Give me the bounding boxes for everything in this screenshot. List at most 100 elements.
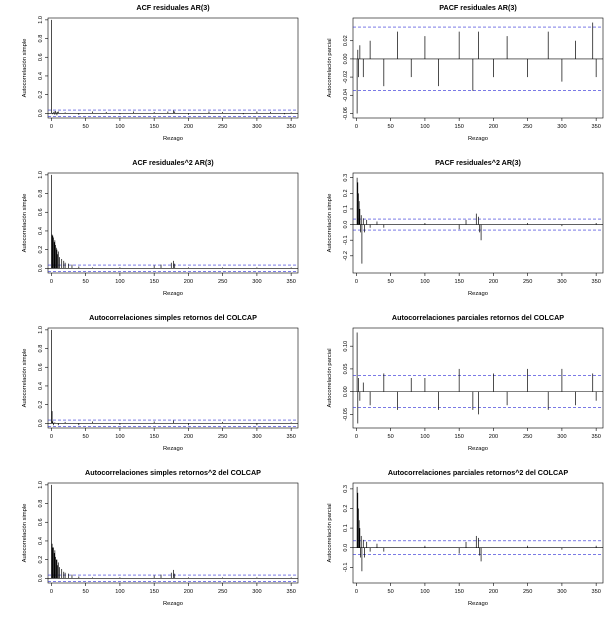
chart-svg: ACF residuales^2 AR(3) 0 50 100 150 200 250 300…	[22, 158, 299, 297]
y-tick-label: 1.0	[38, 16, 44, 24]
x-axis-label: Rezago	[468, 291, 488, 297]
chart-title: Autocorrelaciones parciales retornos^2 d…	[388, 468, 569, 477]
x-tick-label: 350	[591, 434, 600, 440]
y-tick-label: 0.05	[343, 363, 349, 374]
y-tick-label: 0.00	[343, 386, 349, 397]
y-tick-label: -0.02	[343, 71, 349, 84]
x-tick-label: 250	[523, 434, 532, 440]
y-tick-label: 0.02	[343, 35, 349, 46]
y-tick-label: 0.2	[343, 189, 349, 197]
x-tick-label: 200	[184, 589, 193, 595]
chart-svg: Autocorrelaciones parciales retornos del…	[327, 313, 604, 452]
x-tick-label: 150	[454, 589, 463, 595]
y-tick-label: 0.1	[343, 205, 349, 213]
y-axis-label: Autocorrelación parcial	[327, 349, 333, 408]
y-tick-label: -0.06	[343, 107, 349, 120]
plot-frame	[47, 172, 299, 274]
y-tick-label: 0.6	[38, 363, 44, 371]
y-tick-label: 0.6	[38, 208, 44, 216]
x-tick-label: 350	[286, 124, 295, 130]
x-tick-label: 50	[83, 589, 89, 595]
y-tick-label: 0.6	[38, 518, 44, 526]
y-tick-label: 0.0	[38, 574, 44, 582]
x-tick-label: 200	[489, 434, 498, 440]
x-tick-label: 350	[286, 279, 295, 285]
x-tick-label: 100	[420, 434, 429, 440]
y-axis-label: Autocorrelación parcial	[327, 504, 333, 563]
chart-title: Autocorrelaciones parciales retornos del…	[392, 313, 564, 322]
plot-frame	[47, 17, 299, 119]
chart-title: PACF residuales^2 AR(3)	[435, 158, 521, 167]
x-tick-label: 200	[184, 434, 193, 440]
x-tick-label: 250	[523, 279, 532, 285]
x-tick-label: 0	[50, 279, 53, 285]
y-axis-label: Autocorrelación simple	[22, 504, 28, 563]
y-tick-label: 0.4	[38, 72, 44, 80]
y-tick-label: -0.04	[343, 89, 349, 102]
chart-panel-1: ACF residuales AR(3) 0 50 100 150 200 250 300 35…	[0, 0, 300, 150]
x-tick-label: 250	[523, 124, 532, 130]
x-tick-label: 100	[115, 589, 124, 595]
y-tick-label: 0.8	[38, 345, 44, 353]
y-tick-label: 0.4	[38, 382, 44, 390]
x-tick-label: 50	[83, 434, 89, 440]
y-axis-label: Autocorrelación simple	[22, 39, 28, 98]
y-tick-label: 0.2	[38, 556, 44, 564]
chart-title: ACF residuales AR(3)	[136, 3, 210, 12]
x-axis-label: Rezago	[163, 136, 183, 142]
x-axis-label: Rezago	[468, 601, 488, 607]
plot-frame	[352, 17, 604, 119]
y-tick-label: -0.2	[343, 251, 349, 261]
x-tick-label: 50	[388, 434, 394, 440]
x-axis-label: Rezago	[163, 601, 183, 607]
y-tick-label: 0.10	[343, 341, 349, 352]
x-tick-label: 100	[115, 124, 124, 130]
x-tick-label: 150	[149, 279, 158, 285]
x-axis-label: Rezago	[468, 136, 488, 142]
chart-svg: Autocorrelaciones simples retornos^2 del…	[22, 468, 299, 607]
y-tick-label: 0.3	[343, 485, 349, 493]
x-tick-label: 100	[115, 279, 124, 285]
x-tick-label: 200	[184, 279, 193, 285]
x-tick-label: 300	[252, 589, 261, 595]
chart-title: Autocorrelaciones simples retornos^2 del…	[85, 468, 261, 477]
x-tick-label: 300	[557, 124, 566, 130]
plot-frame	[352, 482, 604, 584]
x-tick-label: 350	[591, 589, 600, 595]
x-tick-label: 150	[454, 434, 463, 440]
x-tick-label: 0	[50, 124, 53, 130]
x-tick-label: 150	[149, 434, 158, 440]
x-tick-label: 150	[149, 589, 158, 595]
chart-svg: Autocorrelaciones simples retornos del C…	[22, 313, 299, 452]
x-tick-label: 150	[454, 124, 463, 130]
x-tick-label: 200	[489, 124, 498, 130]
chart-title: Autocorrelaciones simples retornos del C…	[89, 313, 257, 322]
chart-panel-5: Autocorrelaciones simples retornos del C…	[0, 310, 300, 460]
y-tick-label: 0.8	[38, 500, 44, 508]
x-tick-label: 0	[50, 589, 53, 595]
plot-frame	[352, 327, 604, 429]
y-tick-label: 0.3	[343, 174, 349, 182]
y-tick-label: 0.0	[38, 419, 44, 427]
x-tick-label: 200	[184, 124, 193, 130]
y-axis-label: Autocorrelación parcial	[327, 39, 333, 98]
x-tick-label: 200	[489, 279, 498, 285]
x-tick-label: 100	[420, 279, 429, 285]
x-tick-label: 50	[83, 279, 89, 285]
x-tick-label: 350	[591, 124, 600, 130]
chart-title: ACF residuales^2 AR(3)	[132, 158, 214, 167]
chart-svg: ACF residuales AR(3) 0 50 100 150 200 250 300 35…	[22, 3, 299, 142]
x-tick-label: 0	[355, 434, 358, 440]
x-tick-label: 250	[218, 434, 227, 440]
y-tick-label: 0.0	[343, 544, 349, 552]
x-tick-label: 250	[218, 279, 227, 285]
y-tick-label: 1.0	[38, 171, 44, 179]
y-tick-label: 0.00	[343, 53, 349, 64]
y-tick-label: 0.4	[38, 227, 44, 235]
chart-panel-6: Autocorrelaciones parciales retornos del…	[305, 310, 605, 460]
y-tick-label: 0.0	[38, 109, 44, 117]
plot-frame	[47, 327, 299, 429]
chart-svg: PACF residuales^2 AR(3) 0 50 100 150 200 250 30…	[327, 158, 604, 297]
y-tick-label: -0.1	[343, 562, 349, 572]
